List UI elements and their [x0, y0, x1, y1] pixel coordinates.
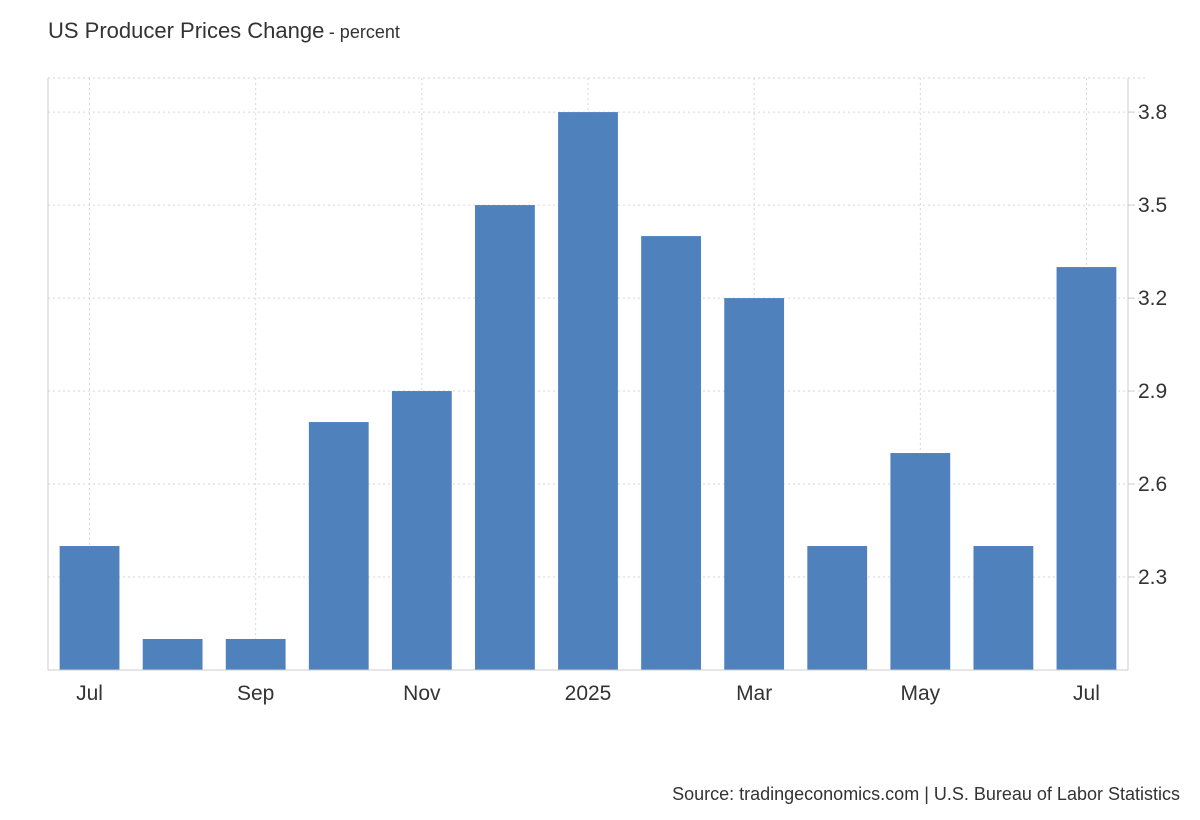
bar-2025-06 [973, 546, 1034, 670]
y-tick-label: 3.8 [1138, 101, 1167, 124]
bar-2024-09 [225, 639, 286, 670]
bar-2025-02 [641, 236, 701, 670]
bar-2024-08 [142, 639, 203, 670]
bar-2024-07 [59, 546, 120, 670]
y-tick-label: 2.9 [1138, 380, 1167, 403]
y-tick-label: 2.6 [1138, 473, 1167, 496]
bar-2025-04 [807, 546, 868, 670]
x-tick-label: Jul [1073, 682, 1100, 705]
chart-title-unit: - percent [328, 22, 400, 42]
x-tick-label: Jul [76, 682, 103, 705]
y-tick-label: 3.5 [1138, 194, 1167, 217]
bar-2024-10 [308, 422, 369, 670]
chart-title-main: US Producer Prices Change [48, 18, 325, 43]
x-tick-label: Mar [736, 682, 772, 705]
axes [47, 78, 1134, 671]
bar-2024-12 [475, 205, 535, 670]
bar-2025-05 [890, 453, 951, 670]
x-tick-label: Nov [403, 682, 441, 705]
x-tick-label: May [900, 682, 940, 705]
x-tick-label: 2025 [565, 682, 612, 705]
bar-series [59, 112, 1117, 670]
y-tick-label: 3.2 [1138, 287, 1167, 310]
x-tick-label: Sep [237, 682, 274, 705]
bar-2025-01 [558, 112, 618, 670]
source-note: Source: tradingeconomics.com | U.S. Bure… [672, 784, 1180, 804]
bar-2024-11 [391, 391, 452, 670]
bar-2025-07 [1056, 267, 1117, 670]
tick-labels: 2.3 2.6 2.9 3.2 3.5 3.8 Jul Sep Nov 2025 Mar May Jul [76, 101, 1167, 705]
bar-2025-03 [724, 298, 785, 670]
chart-title: US Producer Prices Change - percent [48, 18, 400, 44]
y-tick-label: 2.3 [1138, 566, 1167, 589]
